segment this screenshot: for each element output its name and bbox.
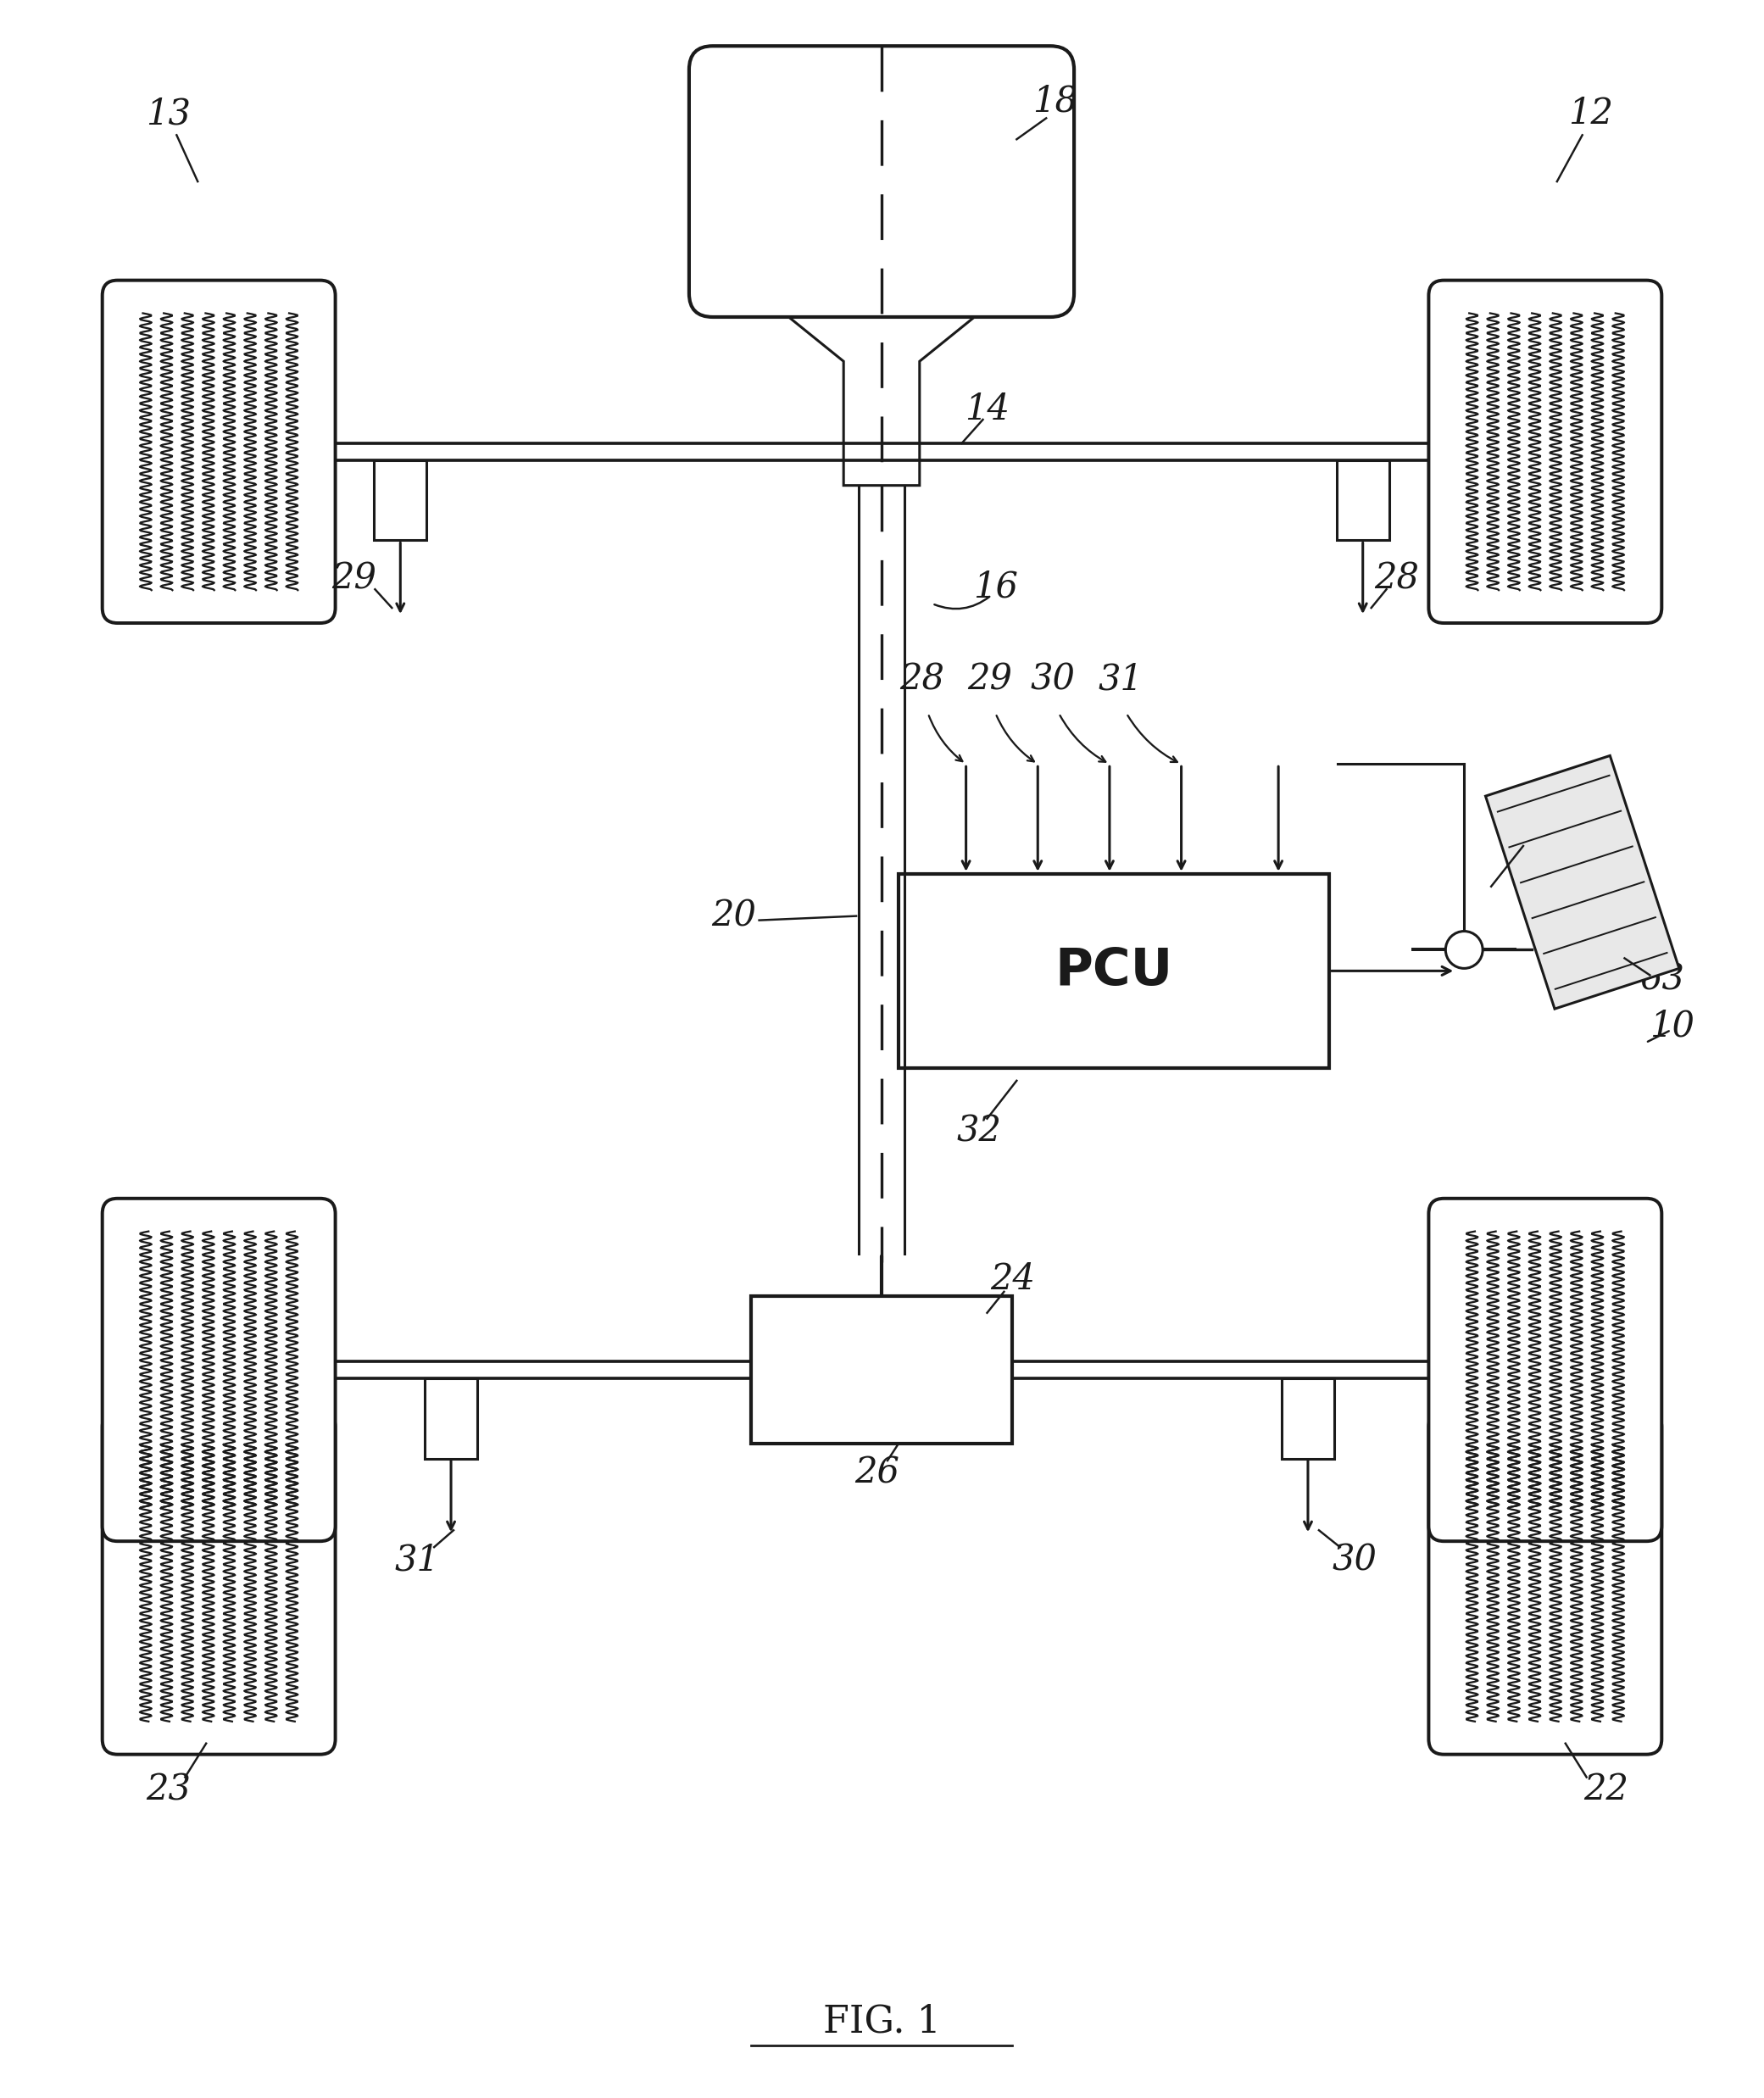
Text: FIG. 1: FIG. 1: [822, 2004, 940, 2041]
Text: 32: 32: [956, 1114, 1002, 1150]
Text: PCU: PCU: [1055, 946, 1173, 997]
Text: 16: 16: [974, 569, 1018, 604]
Text: 63: 63: [1641, 961, 1685, 997]
FancyBboxPatch shape: [102, 281, 335, 623]
Text: 30: 30: [1332, 1542, 1378, 1578]
Text: 31: 31: [1097, 661, 1143, 697]
Text: 24: 24: [990, 1261, 1035, 1297]
Bar: [374, 459, 427, 541]
Polygon shape: [1485, 755, 1679, 1009]
FancyBboxPatch shape: [1429, 281, 1662, 623]
Text: 30: 30: [1030, 661, 1076, 697]
Text: 28: 28: [900, 661, 944, 697]
Circle shape: [1445, 932, 1484, 969]
Text: 28: 28: [1374, 560, 1418, 596]
Text: 10: 10: [1649, 1007, 1695, 1043]
Bar: [751, 1297, 1013, 1443]
Text: 31: 31: [395, 1542, 439, 1578]
FancyBboxPatch shape: [1429, 1412, 1662, 1754]
Text: 23: 23: [146, 1773, 191, 1808]
Text: 12: 12: [1568, 97, 1614, 132]
Text: 62: 62: [1510, 814, 1554, 850]
Text: 29: 29: [332, 560, 376, 596]
Text: 14: 14: [965, 392, 1009, 428]
Polygon shape: [789, 317, 974, 485]
Text: 20: 20: [711, 898, 757, 934]
Bar: [425, 1378, 478, 1458]
Bar: [1282, 1378, 1334, 1458]
Bar: [898, 873, 1328, 1068]
Bar: [1337, 459, 1388, 541]
FancyBboxPatch shape: [102, 1412, 335, 1754]
Text: 18: 18: [1032, 84, 1078, 120]
FancyBboxPatch shape: [1429, 1198, 1662, 1542]
Text: 22: 22: [1584, 1773, 1628, 1808]
Text: 26: 26: [856, 1456, 900, 1492]
FancyBboxPatch shape: [102, 1198, 335, 1542]
Text: 29: 29: [967, 661, 1013, 697]
Text: 13: 13: [146, 97, 191, 132]
FancyBboxPatch shape: [690, 46, 1074, 317]
